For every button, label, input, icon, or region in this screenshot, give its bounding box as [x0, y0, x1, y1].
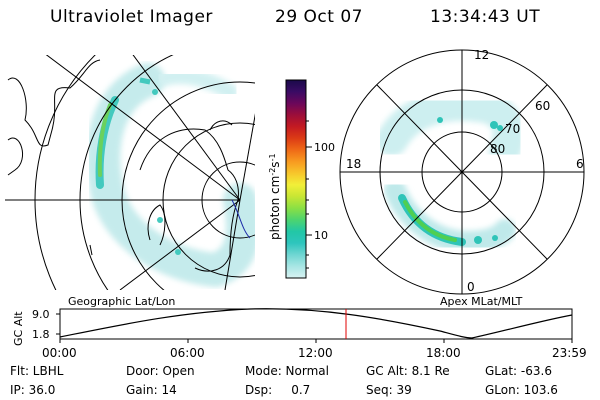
glat-readout: GLat: -63.6	[485, 364, 552, 378]
geographic-map	[5, 55, 255, 290]
altitude-curve	[59, 308, 573, 339]
mlt-label-18: 18	[346, 157, 361, 171]
coastlines	[7, 59, 239, 272]
time-label: 13:34:43 UT	[430, 7, 541, 27]
alt-ylabel: GC Alt	[12, 311, 25, 346]
alt-xtick-0: 00:00	[42, 346, 77, 360]
colorbar-title: photon cm-2s-1	[268, 153, 282, 240]
auroral-oval-left	[86, 63, 255, 288]
ip-readout: IP: 36.0	[10, 383, 56, 397]
colorbar-tick-100: 100	[314, 141, 335, 154]
mlat-label-60: 60	[535, 99, 550, 113]
mlt-label-12: 12	[474, 48, 489, 62]
altitude-plot: 9.0 1.8 GC Alt 00:00 06:00 12:00 18:00 2…	[12, 308, 587, 360]
gc-alt-readout: GC Alt: 8.1 Re	[366, 364, 450, 378]
mode-readout: Mode: Normal	[245, 364, 329, 378]
alt-xtick-1: 06:00	[170, 346, 205, 360]
alt-xtick-2: 12:00	[298, 346, 333, 360]
left-map-caption: Geographic Lat/Lon	[68, 295, 175, 308]
alt-xtick-3: 18:00	[426, 346, 461, 360]
right-map-caption: Apex MLat/MLT	[440, 295, 523, 308]
mlt-label-0: 0	[467, 280, 475, 294]
dsp-readout: Dsp: 0.7	[245, 383, 311, 397]
mlat-label-70: 70	[505, 122, 520, 136]
mlat-label-80: 80	[490, 142, 505, 156]
alt-xtick-4: 23:59	[552, 346, 587, 360]
polar-grid	[339, 49, 585, 295]
alt-ytick-1.8: 1.8	[32, 328, 50, 341]
instrument-title: Ultraviolet Imager	[50, 7, 213, 27]
auroral-oval-right	[376, 89, 525, 254]
seq-readout: Seq: 39	[366, 383, 412, 397]
filter-readout: Flt: LBHL	[10, 364, 64, 378]
gain-readout: Gain: 14	[126, 383, 177, 397]
latlon-grid	[5, 55, 255, 290]
colorbar: 100 10 photon cm-2s-1	[268, 79, 335, 279]
door-readout: Door: Open	[126, 364, 195, 378]
colorbar-tick-10: 10	[314, 229, 328, 242]
alt-ytick-9: 9.0	[32, 308, 50, 321]
mlt-label-6: 6	[576, 157, 584, 171]
apex-polar-map: 12 18 6 0 60 70 80	[339, 48, 585, 295]
date-label: 29 Oct 07	[275, 7, 363, 27]
glon-readout: GLon: 103.6	[485, 383, 558, 397]
